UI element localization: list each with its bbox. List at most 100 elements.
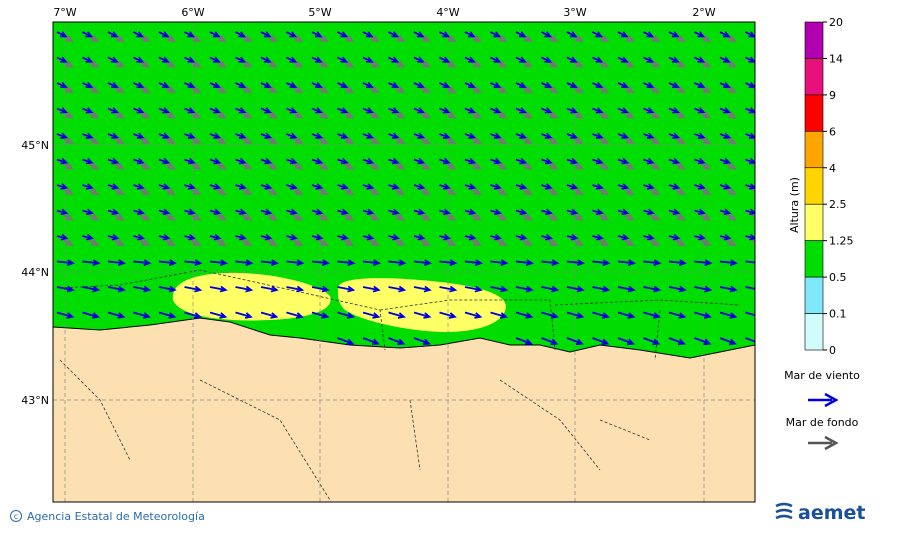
map (53, 22, 755, 502)
wind-arrow (311, 285, 330, 293)
wind-arrow (158, 157, 171, 165)
wind-arrow (133, 183, 145, 190)
wind-arrow (413, 31, 425, 38)
wind-arrow (311, 183, 324, 190)
wind-arrow (286, 56, 298, 63)
wind-arrow (337, 157, 349, 165)
wind-arrow (56, 81, 68, 89)
wind-arrow (719, 285, 738, 293)
wind-arrow (107, 259, 126, 267)
wind-arrow (719, 56, 731, 63)
lon-label: 7°W (53, 6, 76, 19)
wind-arrow (719, 337, 737, 346)
wind-arrow (694, 233, 707, 241)
wind-arrow (133, 208, 145, 216)
wind-arrow (566, 183, 579, 190)
wind-arrow (541, 208, 553, 216)
lat-label: 45°N (21, 139, 49, 152)
wind-arrow (592, 311, 610, 319)
wind-arrow (617, 233, 630, 241)
wind-arrow (82, 183, 94, 190)
wind-arrow (464, 233, 477, 241)
wind-arrow (668, 337, 686, 346)
wind-arrow (362, 31, 374, 38)
wind-arrow (286, 157, 298, 165)
wind-arrow (82, 311, 100, 319)
wind-arrow (617, 107, 629, 114)
swell-arrow (591, 235, 610, 247)
wind-arrow (592, 208, 604, 216)
wind-arrow (388, 208, 400, 216)
wind-arrow (337, 259, 356, 267)
wind-arrow (643, 56, 655, 63)
wind-arrow (107, 107, 119, 114)
wind-arrow (209, 132, 222, 139)
wind-arrow (464, 107, 476, 114)
wind-arrow (82, 259, 101, 267)
wind-arrow (515, 259, 534, 267)
wind-arrow (694, 132, 706, 139)
wind-arrow (388, 56, 400, 63)
wind-arrow (133, 259, 152, 267)
wind-arrow (490, 31, 502, 38)
colorbar-segment (804, 21, 824, 59)
wind-arrow (235, 132, 247, 139)
wind-arrow (413, 337, 431, 346)
copyright-icon (10, 510, 22, 522)
wind-arrow (643, 259, 662, 267)
colorbar-label: 0.5 (829, 271, 847, 284)
wind-arrow (515, 311, 534, 319)
wind-arrow (617, 56, 629, 63)
wind-arrow (82, 56, 94, 63)
wind-arrow (337, 132, 349, 139)
wind-arrow (515, 208, 528, 216)
wind-arrow (388, 81, 400, 89)
wind-arrow (184, 31, 196, 38)
colorbar-segment (804, 131, 824, 169)
wind-arrow (719, 81, 731, 89)
wind-arrow (286, 183, 298, 190)
wind-arrow (311, 233, 324, 241)
wind-arrow (541, 31, 553, 38)
colorbar-label: 1.25 (829, 235, 854, 248)
swell-arrow (719, 235, 737, 247)
wind-arrow (439, 183, 451, 190)
wind-arrow (311, 259, 330, 267)
wind-arrow (464, 285, 483, 293)
wind-arrow (745, 286, 755, 290)
legend-arrow (808, 392, 839, 408)
wind-arrow (209, 157, 222, 165)
wind-arrow (362, 81, 374, 89)
wind-arrow (260, 81, 272, 89)
wind-arrow (617, 337, 635, 346)
wind-arrow (668, 107, 680, 114)
wind-arrow (490, 107, 502, 114)
wind-arrow (490, 285, 509, 293)
wind-arrow (439, 56, 451, 63)
colorbar-label: 20 (829, 16, 843, 29)
wind-arrow (388, 311, 406, 319)
wind-arrow (56, 285, 75, 293)
wind-arrow (286, 31, 298, 38)
wind-arrow (541, 107, 553, 114)
wind-arrow (209, 183, 222, 190)
wind-arrow (337, 81, 349, 89)
colorbar-segment (804, 276, 824, 314)
wind-arrow (643, 157, 655, 165)
colorbar-label: 14 (829, 52, 843, 65)
wind-arrow (719, 132, 732, 139)
wind-arrow (337, 233, 350, 241)
wind-arrow (362, 259, 381, 267)
wind-arrow (362, 56, 374, 63)
wind-arrow (337, 183, 349, 190)
wind-arrow (592, 337, 610, 346)
swell-arrow (107, 235, 125, 247)
swell-arrow (362, 235, 380, 247)
wind-arrow (362, 285, 381, 293)
swell-arrow (132, 235, 151, 247)
swell-arrow (209, 235, 227, 247)
wind-arrow (592, 285, 611, 293)
wind-arrow (464, 208, 477, 216)
wind-arrow (515, 81, 527, 89)
wind-arrow (362, 233, 375, 241)
